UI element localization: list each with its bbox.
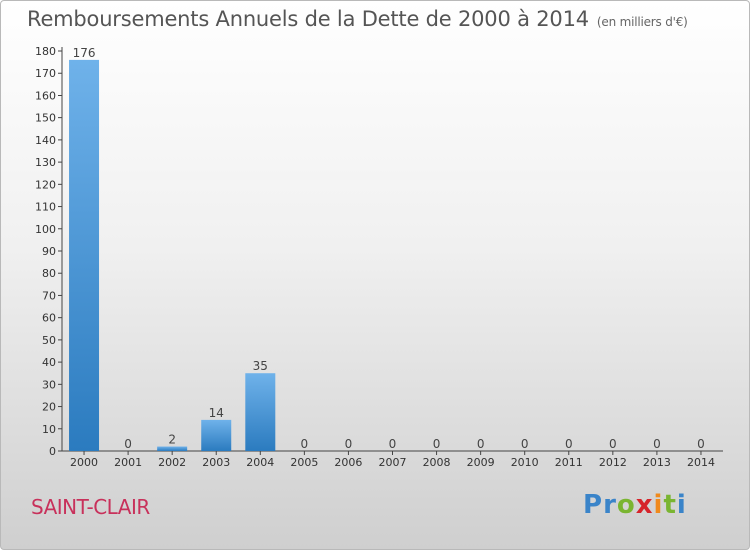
x-tick-label: 2008 [423, 456, 451, 469]
x-tick-label: 2000 [70, 456, 98, 469]
data-label: 176 [73, 46, 96, 60]
bar [157, 446, 188, 451]
x-tick-label: 2001 [114, 456, 142, 469]
x-tick-label: 2003 [202, 456, 230, 469]
y-tick-label: 0 [49, 445, 56, 458]
y-tick-label: 130 [35, 156, 56, 169]
bar [201, 419, 232, 451]
x-tick-label: 2006 [334, 456, 362, 469]
y-tick-label: 50 [42, 334, 56, 347]
y-tick-label: 40 [42, 356, 56, 369]
bar [69, 59, 100, 452]
y-tick-label: 70 [42, 289, 56, 302]
x-tick-label: 2010 [511, 456, 539, 469]
logo-letter: P [583, 490, 604, 520]
logo-letter: i [676, 490, 687, 520]
y-tick-label: 80 [42, 267, 56, 280]
y-tick-label: 10 [42, 423, 56, 436]
x-tick-label: 2005 [290, 456, 318, 469]
data-label: 0 [565, 437, 573, 451]
x-tick-label: 2002 [158, 456, 186, 469]
y-tick-label: 120 [35, 178, 56, 191]
x-tick-label: 2012 [599, 456, 627, 469]
data-label: 35 [253, 359, 268, 373]
proxiti-logo: Proxiti [583, 490, 687, 520]
y-tick-label: 110 [35, 201, 56, 214]
x-tick-label: 2013 [643, 456, 671, 469]
data-label: 0 [609, 437, 617, 451]
logo-letter: o [616, 490, 636, 520]
chart-subtitle: (en milliers d'€) [596, 15, 688, 29]
data-label: 14 [209, 406, 224, 420]
data-label: 0 [301, 437, 309, 451]
y-tick-label: 20 [42, 401, 56, 414]
y-tick-label: 170 [35, 67, 56, 80]
x-tick-label: 2004 [246, 456, 274, 469]
y-tick-label: 100 [35, 223, 56, 236]
y-tick-label: 160 [35, 89, 56, 102]
y-tick-label: 30 [42, 378, 56, 391]
data-label: 0 [477, 437, 485, 451]
x-tick-label: 2014 [687, 456, 715, 469]
y-tick-label: 150 [35, 112, 56, 125]
data-label: 0 [697, 437, 705, 451]
data-label: 0 [345, 437, 353, 451]
logo-letter: x [635, 490, 654, 520]
commune-name: SAINT-CLAIR [31, 495, 150, 519]
data-label: 0 [433, 437, 441, 451]
y-tick-label: 90 [42, 245, 56, 258]
data-label: 0 [653, 437, 661, 451]
x-tick-label: 2007 [379, 456, 407, 469]
chart-title: Remboursements Annuels de la Dette de 20… [27, 7, 688, 31]
bar [245, 373, 276, 451]
data-label: 0 [124, 437, 132, 451]
y-tick-label: 60 [42, 312, 56, 325]
chart-title-text: Remboursements Annuels de la Dette de 20… [27, 7, 589, 31]
x-tick-label: 2011 [555, 456, 583, 469]
data-label: 2 [168, 433, 176, 447]
logo-letter: r [603, 490, 617, 520]
logo-letter: t [663, 490, 677, 520]
logo-letter: i [653, 490, 664, 520]
data-label: 0 [389, 437, 397, 451]
y-tick-label: 180 [35, 45, 56, 58]
y-tick-label: 140 [35, 134, 56, 147]
x-tick-label: 2009 [467, 456, 495, 469]
data-label: 0 [521, 437, 529, 451]
